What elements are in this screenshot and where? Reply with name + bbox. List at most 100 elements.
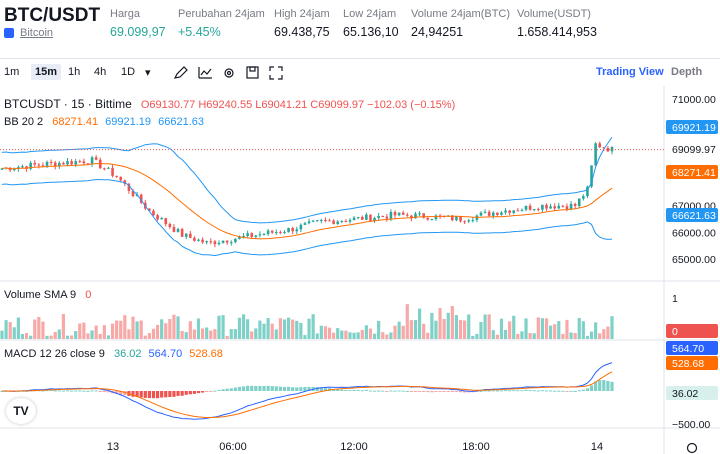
volume-bar — [86, 333, 90, 339]
bb-upper-badge-bg — [666, 120, 718, 134]
bb-lower-badge-bg — [666, 208, 718, 222]
pencil-icon[interactable] — [174, 66, 188, 79]
volume-bar — [0, 330, 4, 339]
market-header: BTC/USDT Bitcoin Harga 69.099,97 Perubahan… — [0, 0, 720, 56]
candle-body — [561, 205, 565, 207]
volume-bar — [344, 330, 348, 339]
candle-body — [537, 209, 540, 211]
volume-bar — [377, 320, 381, 339]
macd-hist-bar — [442, 391, 446, 392]
candle-body — [176, 229, 180, 232]
candle-body — [311, 220, 315, 222]
tradingview-logo[interactable]: TV — [6, 398, 36, 424]
macd-hist-bar — [508, 390, 512, 392]
coin-name-link[interactable]: Bitcoin — [20, 27, 54, 39]
depth-button[interactable]: Depth — [671, 66, 703, 78]
volume-bar — [184, 332, 188, 339]
stat-value: 69.438,75 — [274, 25, 330, 39]
candle-body — [213, 241, 217, 245]
macd-hist-bar — [548, 390, 553, 392]
macd-hist-bar — [106, 391, 111, 393]
volume-bar — [454, 315, 459, 339]
volume-bar — [180, 330, 184, 339]
candle-body — [283, 232, 286, 234]
chevron-down-icon[interactable]: ▾ — [145, 67, 151, 79]
candle-body — [332, 220, 335, 224]
candle-body — [598, 143, 602, 148]
macd-hist-bar — [491, 390, 495, 392]
candle-body — [381, 216, 385, 218]
volume-bar — [508, 321, 512, 339]
volume-bar — [442, 318, 446, 339]
stat-label: Low 24jam — [343, 8, 397, 20]
stat-label: Volume 24jam(BTC) — [411, 8, 511, 20]
time-label: 14 — [591, 441, 603, 453]
macd-hist-bar — [315, 387, 319, 391]
volume-bar — [123, 315, 127, 339]
volume-bar — [209, 330, 213, 339]
volume-bar — [417, 308, 422, 339]
volume-bar — [573, 333, 577, 339]
macd-hist-bar — [307, 386, 311, 391]
stat-5: Volume(USDT) 1.658.414,953 — [517, 8, 597, 39]
volume-bar — [4, 320, 8, 339]
macd-hist-bar — [274, 386, 278, 391]
macd-hist-bar — [377, 390, 381, 392]
volume-bar — [368, 328, 373, 339]
save-icon[interactable] — [246, 66, 259, 79]
macd-hist-bar — [458, 391, 463, 393]
macd-hist-bar — [74, 390, 78, 392]
interval-4h[interactable]: 4h — [94, 66, 107, 78]
candle-body — [340, 220, 344, 222]
volume-bar — [20, 333, 25, 339]
macd-hist-bar — [340, 389, 344, 391]
macd-hist-bar — [180, 391, 184, 396]
macd-hist-bar — [94, 390, 98, 392]
macd-badge: 564.70 — [672, 343, 704, 355]
macd-hist-bar — [151, 391, 156, 399]
stat-value: 1.658.414,953 — [517, 25, 597, 39]
volume-bar — [598, 333, 602, 339]
macd-hist-bar — [503, 390, 508, 392]
volume-badge: 0 — [672, 326, 678, 338]
macd-hist-bar — [426, 391, 430, 393]
candle-body — [131, 190, 135, 196]
candle-body — [123, 180, 127, 184]
macd-hist-bar — [450, 391, 454, 393]
volume-bar — [561, 333, 565, 339]
price-chart[interactable]: 71000.0067000.0066000.0065000.001−500.00… — [0, 86, 720, 454]
volume-bar — [463, 320, 467, 339]
macd-hist-bar — [139, 391, 143, 398]
candle-body — [577, 198, 581, 207]
fullscreen-icon[interactable] — [269, 66, 283, 80]
macd-hist-bar — [409, 391, 413, 392]
volume-bar — [286, 317, 291, 339]
interval-1m[interactable]: 1m — [4, 66, 20, 78]
gear-icon[interactable] — [224, 68, 234, 78]
macd-hist-bar — [344, 389, 348, 391]
candle-body — [53, 162, 57, 167]
stat-1: Perubahan 24jam +5.45% — [178, 8, 265, 39]
candle-body — [115, 175, 118, 177]
trading-view-button[interactable]: Trading View — [596, 66, 664, 78]
macd-hist-bar — [172, 391, 176, 397]
candle-body — [549, 206, 552, 209]
macd-hist-bar — [557, 390, 561, 392]
interval-15m[interactable]: 15m — [31, 64, 62, 80]
stat-value: +5.45% — [178, 25, 221, 39]
bitcoin-icon — [4, 28, 14, 38]
interval-1h[interactable]: 1h — [68, 66, 81, 78]
macd-hist-bar — [356, 389, 360, 391]
interval-1D[interactable]: 1D — [121, 66, 136, 78]
candle-body — [512, 210, 516, 213]
hist-badge-bg — [666, 386, 718, 400]
macd-hist-bar — [221, 389, 225, 391]
time-label: 18:00 — [462, 441, 490, 453]
hist-badge: 36.02 — [672, 388, 698, 400]
candle-body — [426, 217, 430, 220]
line-chart-icon[interactable] — [198, 67, 212, 79]
stat-label: High 24jam — [274, 8, 330, 20]
volume-bar — [53, 331, 57, 339]
time-label: 12:00 — [340, 441, 368, 453]
candle-body — [320, 219, 323, 221]
